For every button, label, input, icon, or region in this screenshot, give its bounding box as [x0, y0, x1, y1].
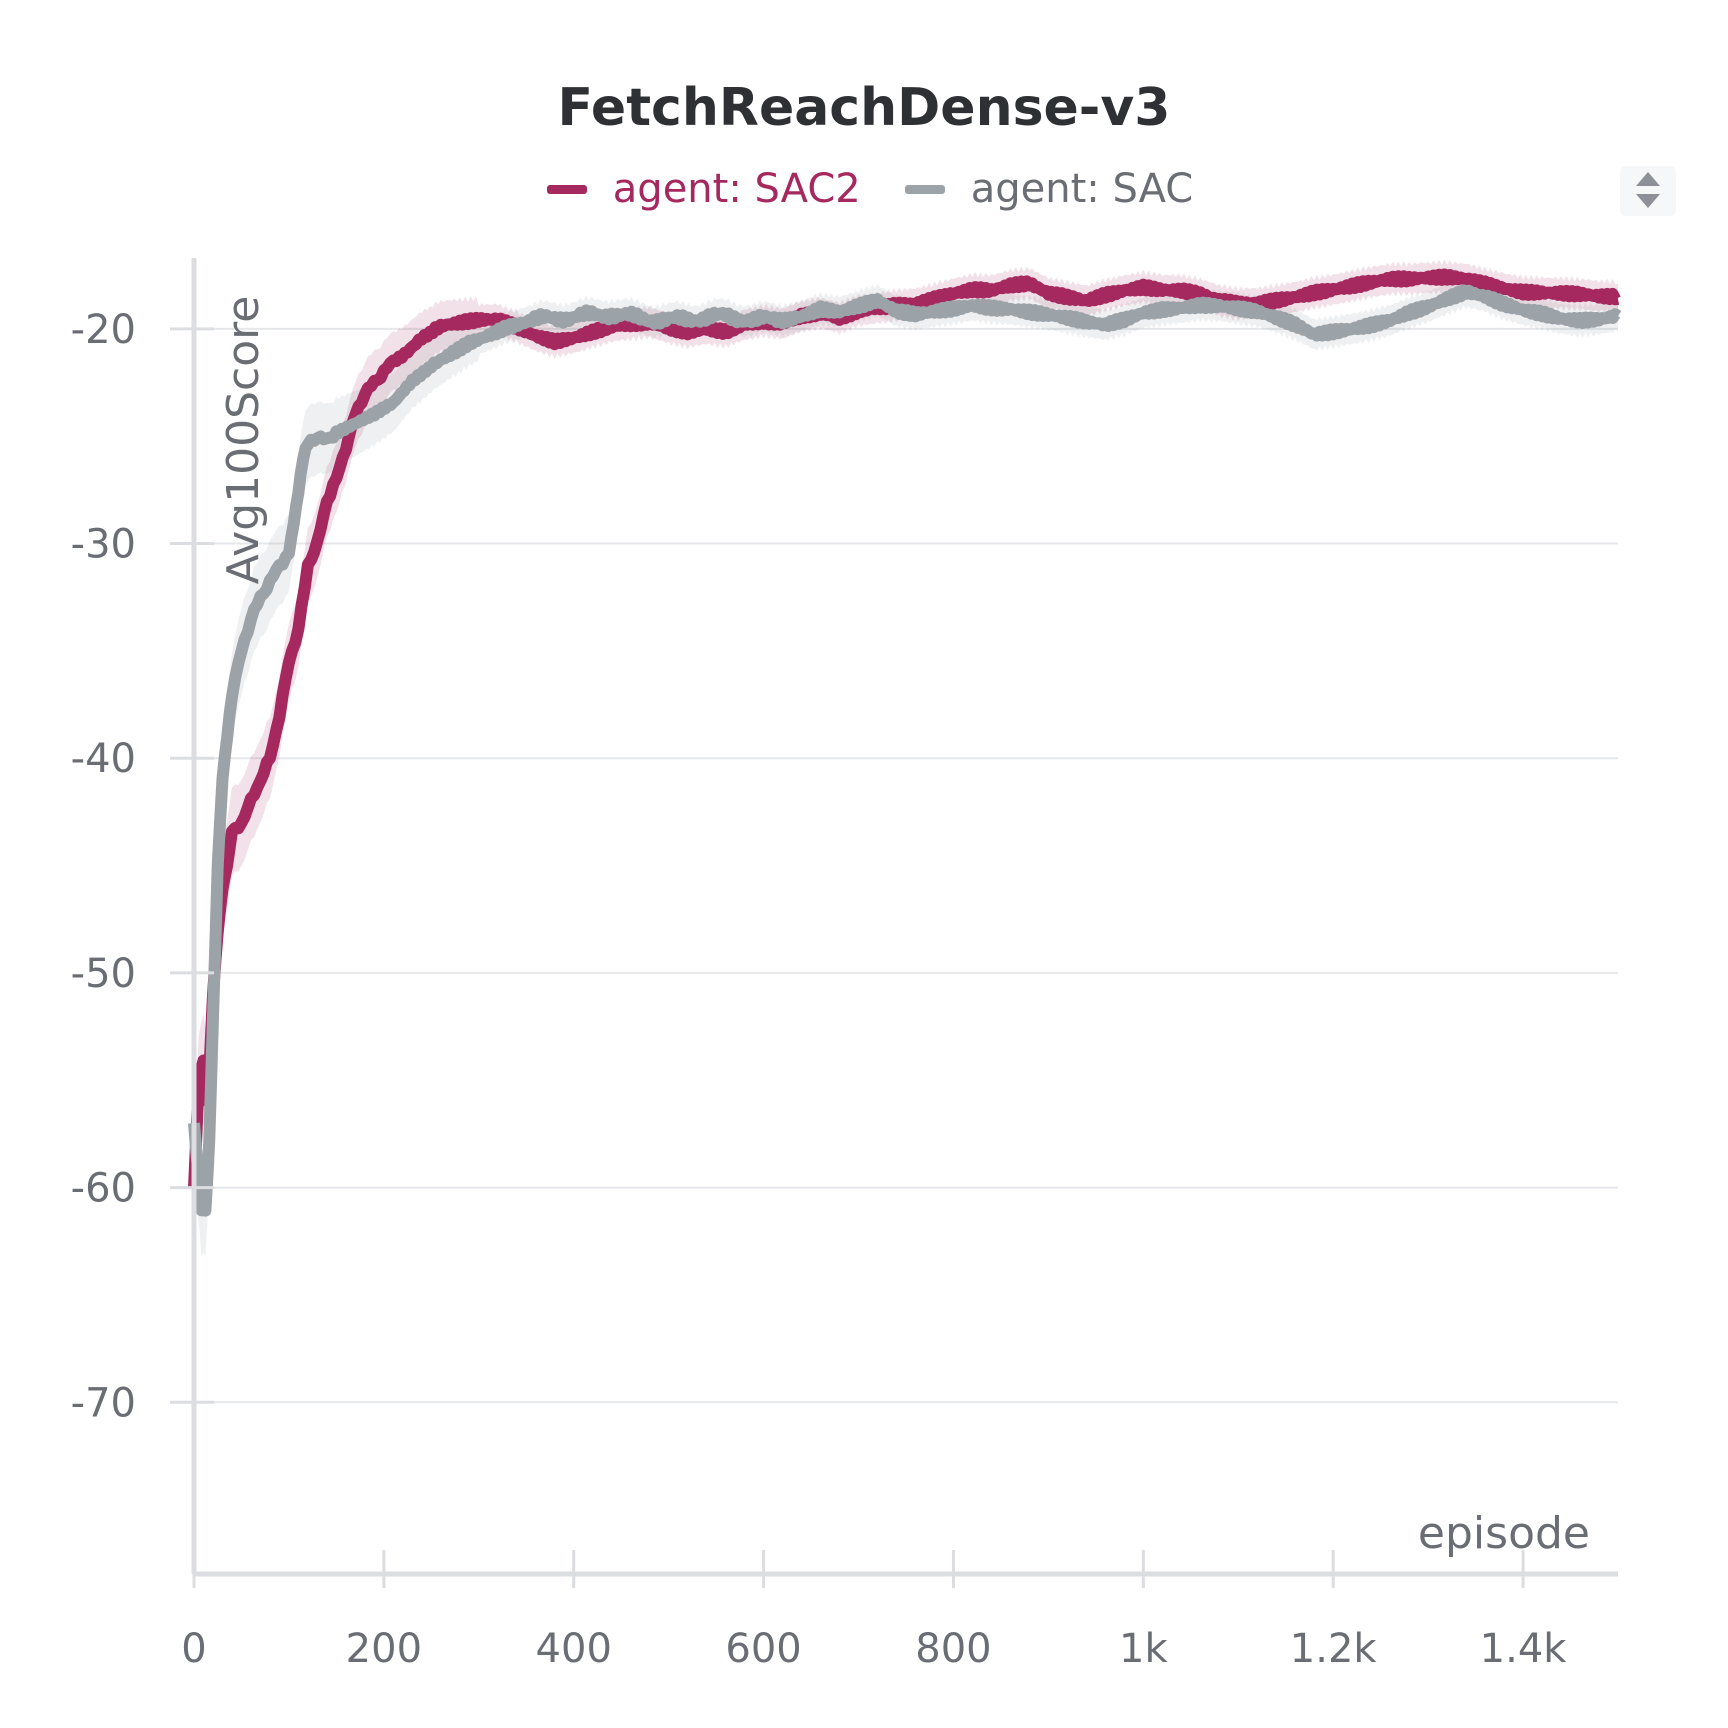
x-axis-title: episode: [1418, 1508, 1590, 1559]
x-tick-label: 200: [346, 1626, 422, 1672]
y-tick-label: -40: [71, 736, 136, 782]
series-band-sac: [194, 275, 1618, 1257]
x-tick-label: 600: [725, 1626, 801, 1672]
sort-toggle-button[interactable]: [1620, 166, 1676, 216]
legend: agent: SAC2 agent: SAC: [0, 166, 1728, 212]
legend-swatch-sac2: [546, 184, 587, 194]
y-tick-label: -60: [71, 1166, 136, 1212]
legend-swatch-sac: [904, 184, 945, 194]
chart-title: FetchReachDense-v3: [557, 78, 1171, 138]
x-tick-label: 800: [915, 1626, 991, 1672]
sort-arrows-icon: [1636, 172, 1660, 208]
y-tick-label: -50: [71, 951, 136, 997]
y-tick-label: -20: [71, 307, 136, 353]
series-line-sac: [188, 284, 1622, 1217]
legend-item-sac[interactable]: agent: SAC: [904, 166, 1194, 212]
legend-label-sac2: agent: SAC2: [612, 166, 861, 212]
y-tick-label: -30: [71, 522, 136, 568]
x-tick-label: 1.4k: [1480, 1626, 1568, 1672]
series-line-sac2: [188, 268, 1622, 1188]
legend-label-sac: agent: SAC: [970, 166, 1194, 212]
y-axis-title: Avg100Score: [218, 296, 269, 585]
series-lines: [188, 268, 1622, 1217]
x-tick-label: 1.2k: [1290, 1626, 1378, 1672]
x-tick-label: 0: [181, 1626, 206, 1672]
axes: -20 -30 -40 -50 -60 -70 0 200 400 600 800 1k 1.2k 1.4…: [71, 258, 1618, 1672]
y-tick-label: -70: [71, 1380, 136, 1426]
legend-item-sac2[interactable]: agent: SAC2: [546, 166, 861, 212]
x-tick-label: 400: [536, 1626, 612, 1672]
grid-lines: [170, 327, 1618, 1404]
x-tick-label: 1k: [1119, 1626, 1168, 1672]
